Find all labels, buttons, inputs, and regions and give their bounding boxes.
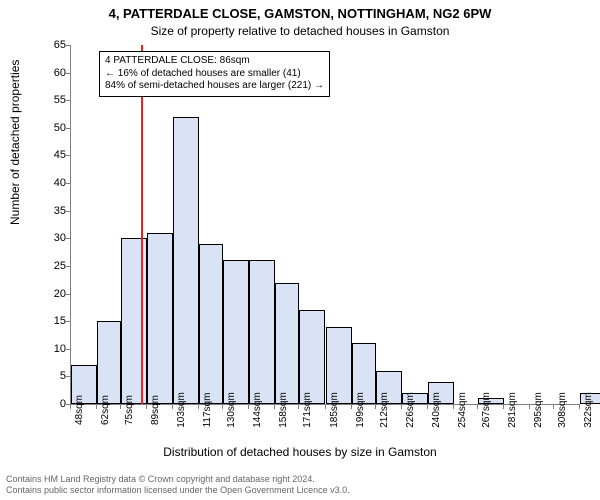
xtick-mark xyxy=(503,405,504,409)
xtick-mark xyxy=(325,405,326,409)
xtick-label: 75sqm xyxy=(124,395,135,425)
xtick-label: 117sqm xyxy=(202,393,213,428)
annotation-line2: ← 16% of detached houses are smaller (41… xyxy=(105,68,324,81)
y-axis-label: Number of detached properties xyxy=(8,60,22,225)
ytick-label: 35 xyxy=(36,205,66,217)
chart-plot-area: 4 PATTERDALE CLOSE: 86sqm← 16% of detach… xyxy=(70,45,580,405)
chart-title-main: 4, PATTERDALE CLOSE, GAMSTON, NOTTINGHAM… xyxy=(0,6,600,21)
footer-line1: Contains HM Land Registry data © Crown c… xyxy=(6,474,350,485)
histogram-bar xyxy=(299,310,325,404)
ytick-label: 40 xyxy=(36,177,66,189)
footer-line2: Contains public sector information licen… xyxy=(6,485,350,496)
ytick-label: 10 xyxy=(36,343,66,355)
xtick-label: 185sqm xyxy=(329,392,340,428)
xtick-mark xyxy=(375,405,376,409)
footer-attribution: Contains HM Land Registry data © Crown c… xyxy=(6,474,350,496)
xtick-label: 322sqm xyxy=(583,392,594,428)
xtick-label: 158sqm xyxy=(278,392,289,428)
ytick-mark xyxy=(66,45,70,46)
histogram-bar xyxy=(199,244,223,404)
xtick-label: 89sqm xyxy=(150,395,161,425)
reference-line xyxy=(141,45,143,404)
ytick-label: 65 xyxy=(36,39,66,51)
xtick-mark xyxy=(529,405,530,409)
xtick-mark xyxy=(274,405,275,409)
xtick-label: 171sqm xyxy=(302,392,313,428)
xtick-label: 144sqm xyxy=(252,392,263,428)
annotation-box: 4 PATTERDALE CLOSE: 86sqm← 16% of detach… xyxy=(99,51,330,97)
xtick-mark xyxy=(222,405,223,409)
xtick-label: 226sqm xyxy=(405,392,416,428)
xtick-label: 212sqm xyxy=(379,392,390,428)
ytick-label: 45 xyxy=(36,149,66,161)
ytick-mark xyxy=(66,128,70,129)
ytick-mark xyxy=(66,211,70,212)
xtick-mark xyxy=(579,405,580,409)
xtick-mark xyxy=(298,405,299,409)
ytick-mark xyxy=(66,349,70,350)
xtick-mark xyxy=(427,405,428,409)
xtick-mark xyxy=(70,405,71,409)
xtick-mark xyxy=(351,405,352,409)
xtick-mark xyxy=(453,405,454,409)
xtick-label: 308sqm xyxy=(557,392,568,428)
ytick-mark xyxy=(66,266,70,267)
histogram-bar xyxy=(97,321,121,404)
xtick-label: 254sqm xyxy=(457,392,468,428)
histogram-bar xyxy=(147,233,173,404)
histogram-bar xyxy=(223,260,249,404)
xtick-label: 267sqm xyxy=(481,392,492,428)
histogram-bar xyxy=(173,117,199,404)
xtick-label: 295sqm xyxy=(533,392,544,428)
annotation-line3: 84% of semi-detached houses are larger (… xyxy=(105,80,324,93)
xtick-label: 199sqm xyxy=(355,392,366,428)
xtick-mark xyxy=(120,405,121,409)
xtick-mark xyxy=(172,405,173,409)
xtick-label: 240sqm xyxy=(431,392,442,428)
histogram-bar xyxy=(121,238,147,404)
ytick-mark xyxy=(66,294,70,295)
xtick-label: 103sqm xyxy=(176,392,187,428)
ytick-mark xyxy=(66,183,70,184)
ytick-label: 0 xyxy=(36,398,66,410)
ytick-label: 55 xyxy=(36,94,66,106)
histogram-bar xyxy=(249,260,275,404)
xtick-mark xyxy=(477,405,478,409)
x-axis-label: Distribution of detached houses by size … xyxy=(0,445,600,459)
ytick-mark xyxy=(66,100,70,101)
ytick-label: 30 xyxy=(36,232,66,244)
ytick-mark xyxy=(66,73,70,74)
xtick-mark xyxy=(146,405,147,409)
xtick-label: 62sqm xyxy=(100,395,111,425)
xtick-mark xyxy=(198,405,199,409)
ytick-mark xyxy=(66,238,70,239)
xtick-mark xyxy=(96,405,97,409)
xtick-label: 281sqm xyxy=(507,392,518,428)
ytick-mark xyxy=(66,321,70,322)
annotation-line1: 4 PATTERDALE CLOSE: 86sqm xyxy=(105,55,324,68)
ytick-label: 20 xyxy=(36,288,66,300)
xtick-label: 48sqm xyxy=(74,395,85,425)
histogram-bar xyxy=(275,283,299,405)
chart-container: 4, PATTERDALE CLOSE, GAMSTON, NOTTINGHAM… xyxy=(0,0,600,500)
ytick-label: 60 xyxy=(36,67,66,79)
xtick-mark xyxy=(248,405,249,409)
ytick-mark xyxy=(66,155,70,156)
chart-title-sub: Size of property relative to detached ho… xyxy=(0,24,600,38)
xtick-label: 130sqm xyxy=(226,392,237,428)
xtick-mark xyxy=(401,405,402,409)
ytick-label: 15 xyxy=(36,315,66,327)
ytick-mark xyxy=(66,376,70,377)
ytick-label: 25 xyxy=(36,260,66,272)
xtick-mark xyxy=(553,405,554,409)
ytick-label: 50 xyxy=(36,122,66,134)
ytick-label: 5 xyxy=(36,370,66,382)
